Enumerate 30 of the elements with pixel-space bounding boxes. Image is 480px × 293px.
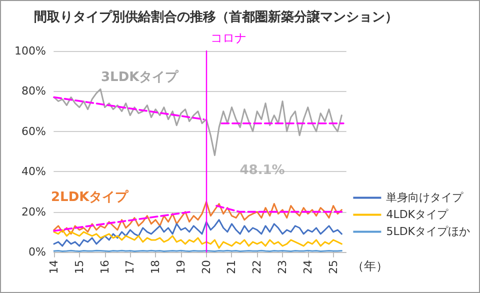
x-tick-label: 21 — [225, 260, 238, 274]
line-series — [53, 229, 342, 249]
legend-label: 単身向けタイプ — [386, 191, 464, 204]
x-axis-title: （年） — [352, 259, 388, 273]
annotation: 3LDKタイプ — [101, 69, 180, 85]
x-tick-label: 23 — [276, 260, 290, 274]
legend-label: 5LDKタイプほか — [386, 225, 470, 238]
x-tick-label: 14 — [48, 260, 60, 274]
x-tick-label: 24 — [301, 260, 314, 274]
y-tick-label: 80% — [22, 84, 46, 98]
y-tick-label: 60% — [22, 124, 46, 138]
annotation: 48.1% — [240, 162, 285, 178]
y-tick-label: 0% — [28, 246, 46, 258]
x-tick-label: 18 — [149, 260, 162, 274]
annotation: 2LDKタイプ — [51, 189, 130, 205]
x-tick-label: 15 — [72, 260, 86, 274]
line-series — [53, 88, 342, 156]
x-tick-label: 20 — [200, 260, 213, 274]
y-tick-label: 20% — [22, 205, 46, 218]
x-tick-label: 19 — [174, 260, 188, 274]
chart-title: 間取りタイプ別供給割合の推移（首都圏新築分譲マンション） — [34, 9, 398, 25]
line-series — [53, 219, 342, 247]
ref-line-label: コロナ — [210, 31, 246, 45]
x-tick-label: 17 — [124, 260, 137, 274]
y-tick-label: 100% — [14, 44, 46, 58]
legend-label: 4LDKタイプ — [386, 208, 449, 222]
x-tick-label: 16 — [98, 260, 112, 274]
x-tick-label: 22 — [250, 260, 264, 274]
y-tick-label: 40% — [22, 165, 46, 178]
x-tick-label: 25 — [326, 260, 340, 274]
